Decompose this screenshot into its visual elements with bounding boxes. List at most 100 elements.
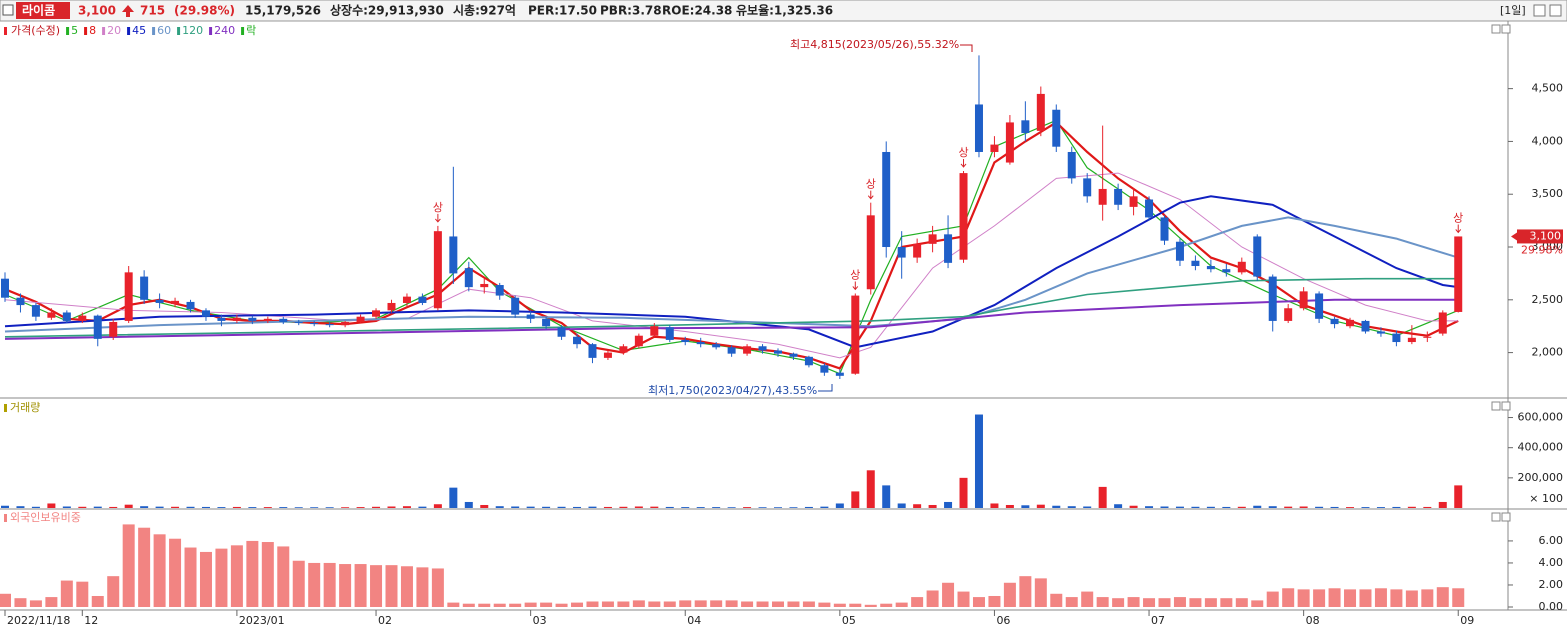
bar: [1251, 600, 1264, 607]
checkbox[interactable]: [2, 4, 14, 16]
bar: [171, 506, 180, 508]
panel-button[interactable]: [1491, 512, 1501, 522]
candle-body: [1114, 188, 1123, 205]
period[interactable]: [1일]: [1500, 3, 1526, 17]
bar: [60, 580, 73, 607]
listed-shares: 상장수:29,913,930: [330, 3, 444, 18]
candle-body: [31, 305, 40, 317]
legend-entry: 45: [132, 24, 146, 37]
limit-up-arrow: [960, 158, 967, 168]
candle-body: [387, 302, 396, 311]
bar: [650, 506, 659, 508]
candle-body: [1407, 337, 1416, 343]
candle-body: [1330, 318, 1339, 325]
candle-body: [913, 243, 922, 258]
limit-up-arrow: [852, 281, 859, 291]
candle-body: [372, 310, 381, 317]
candle-body: [1067, 151, 1076, 179]
window-button[interactable]: [1533, 4, 1546, 17]
reserve-ratio: 유보율:1,325.36: [736, 4, 833, 18]
bar: [727, 507, 736, 508]
candle-body: [217, 317, 226, 321]
price: 3,100: [78, 4, 116, 18]
bar: [710, 600, 723, 607]
bar: [681, 507, 690, 508]
candle-body: [341, 321, 350, 326]
candle-body: [1052, 109, 1061, 147]
candle-body: [171, 300, 180, 305]
bar: [45, 597, 58, 607]
bar: [341, 507, 350, 508]
candle-body: [650, 326, 659, 336]
panel-title: 거래량: [10, 401, 40, 414]
bar: [944, 501, 953, 508]
moving-average: [4, 298, 1459, 340]
bar: [1392, 506, 1401, 508]
y-tick-label: 0.00: [1539, 600, 1564, 613]
bar: [215, 548, 228, 607]
bar: [1222, 506, 1231, 508]
legend-entry: 20: [107, 24, 121, 37]
limit-up-label: 상: [958, 146, 968, 159]
panel-button[interactable]: [1501, 24, 1511, 34]
panel-button[interactable]: [1501, 401, 1511, 411]
name-box: [16, 2, 70, 19]
x-tick-label: 12: [84, 614, 98, 627]
bar: [1237, 506, 1246, 508]
bar: [632, 600, 645, 607]
bar: [385, 565, 398, 607]
candle-body: [1145, 199, 1154, 218]
bar: [91, 595, 104, 607]
candle-body: [1036, 93, 1045, 131]
candle-body: [325, 324, 334, 326]
bar: [634, 506, 643, 508]
bar: [804, 506, 813, 508]
candle-body: [155, 299, 164, 303]
candle-body: [1160, 217, 1169, 241]
panel-button[interactable]: [1491, 401, 1501, 411]
bar: [1253, 505, 1262, 508]
bar: [756, 601, 769, 607]
y-tick-label: 6.00: [1539, 534, 1564, 547]
bar: [511, 506, 520, 508]
candle-body: [712, 344, 721, 348]
bar: [1067, 506, 1076, 508]
candle-body: [897, 247, 906, 258]
x-tick-label: 06: [996, 614, 1010, 627]
bar: [988, 595, 1001, 607]
bar: [1454, 485, 1463, 508]
candle-body: [774, 350, 782, 354]
y-tick-label: 4.00: [1539, 556, 1564, 569]
panel-button[interactable]: [1501, 512, 1511, 522]
close-button[interactable]: [1549, 4, 1562, 17]
bar: [199, 551, 212, 607]
legend-marker: [177, 27, 181, 35]
legend-entry: 240: [214, 24, 235, 37]
moving-average: [4, 277, 1459, 338]
legend-entry: 5: [71, 24, 78, 37]
candle-body: [1315, 293, 1324, 319]
bar: [1206, 506, 1215, 508]
bar: [1220, 598, 1233, 607]
bar: [743, 507, 752, 508]
legend-entry: 8: [89, 24, 96, 37]
bar: [1374, 588, 1387, 607]
bar: [31, 506, 40, 508]
candle-body: [758, 346, 767, 351]
legend-marker: [4, 404, 7, 412]
bar: [555, 603, 568, 607]
bar: [1359, 589, 1372, 607]
bar: [1173, 597, 1186, 607]
candle-body: [820, 365, 829, 373]
x-tick-label: 07: [1151, 614, 1165, 627]
panel-button[interactable]: [1491, 24, 1501, 34]
bar: [1390, 589, 1403, 607]
bar: [263, 507, 272, 508]
bar: [184, 547, 197, 607]
bar: [774, 507, 782, 508]
bar: [663, 601, 676, 607]
candle-body: [634, 335, 643, 347]
candle-body: [1253, 236, 1262, 277]
bar: [1268, 506, 1277, 508]
bar: [201, 506, 210, 508]
